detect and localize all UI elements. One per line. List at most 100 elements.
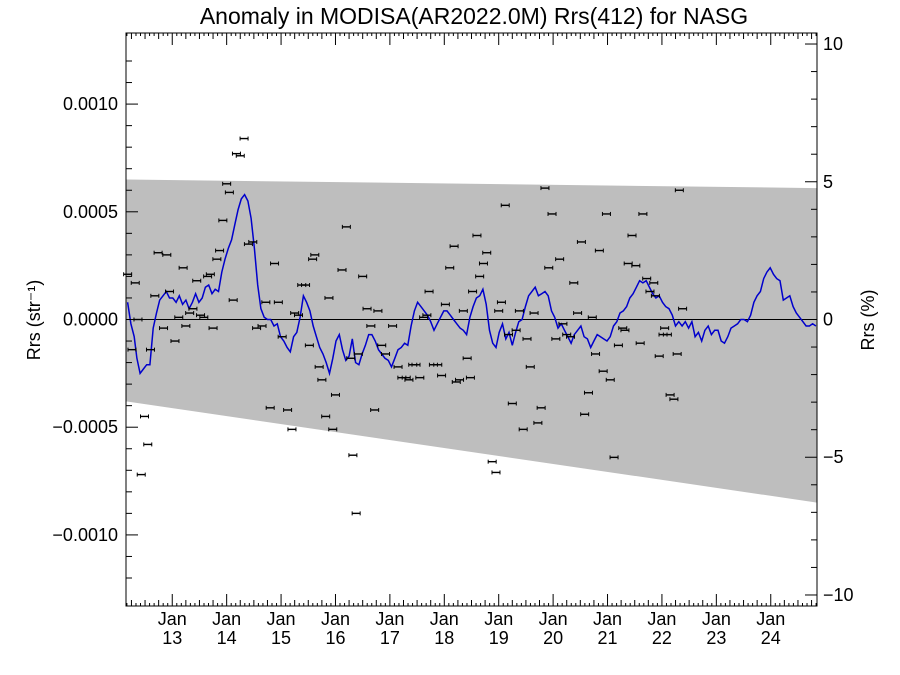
x-tick-label-month: Jan [158,609,187,629]
data-point [529,311,539,316]
data-point [482,250,492,255]
data-point [587,315,597,320]
data-point [618,326,628,331]
data-point [145,347,155,352]
x-tick-label-year: 15 [271,628,291,648]
x-tick-label-year: 17 [380,628,400,648]
data-point [591,351,601,356]
data-point [487,459,497,464]
data-point [308,257,318,262]
data-point [491,470,501,475]
x-tick-label-month: Jan [212,609,241,629]
y-right-tick-label: −10 [823,585,854,605]
y-left-tick-label: 0.0005 [63,202,118,222]
y-left-tick-label: −0.0005 [52,417,118,437]
data-point [449,244,459,249]
data-point [127,347,137,352]
data-point [650,293,660,298]
x-tick-label-year: 18 [434,628,454,648]
data-point [583,390,593,395]
data-point [569,280,579,285]
data-point [660,326,670,331]
x-tick-label-year: 14 [217,628,237,648]
data-point [496,300,506,305]
x-tick-label-month: Jan [375,609,404,629]
data-point [518,427,528,432]
data-point [558,321,568,326]
data-point [500,203,510,208]
data-point [143,442,153,447]
data-point [199,315,209,320]
data-point [551,336,561,341]
points-layer [123,136,688,516]
data-point [576,239,586,244]
data-point [522,336,532,341]
data-point [373,308,383,313]
data-point [415,375,425,380]
data-point [304,343,314,348]
data-point [533,420,543,425]
smoothed-series-line [126,193,817,377]
data-point [601,211,611,216]
data-point [218,218,228,223]
data-point [212,257,222,262]
data-point [192,278,202,283]
data-point [185,311,195,316]
data-point [674,188,684,193]
y-right-tick-label: 5 [823,172,833,192]
data-point [328,427,338,432]
data-point [273,300,283,305]
data-point [205,272,215,277]
data-point [248,239,258,244]
data-point [566,334,576,339]
x-tick-label-year: 22 [652,628,672,648]
data-point [580,412,590,417]
data-point [162,252,172,257]
data-point [196,313,206,318]
x-tick-label-month: Jan [484,609,513,629]
data-point [419,315,429,320]
data-point [494,308,504,313]
data-point [150,293,160,298]
x-tick-label-year: 16 [325,628,345,648]
y-left-tick-label: −0.0010 [52,525,118,545]
data-point [203,274,213,279]
data-point [540,186,550,191]
labels-layer: 0.0010 0.0005 0.0000 −0.0005 −0.0010 10 5 0 −5 −1… [52,34,853,648]
y-left-tick-label: 0.0000 [63,310,118,330]
data-point [404,377,414,382]
data-point [178,265,188,270]
data-point [393,364,403,369]
data-point [649,280,659,285]
data-point [665,392,675,397]
y-right-tick-label: 10 [823,34,843,54]
x-tick-label-year: 21 [598,628,618,648]
data-point [424,289,434,294]
data-point [330,392,340,397]
data-point [411,362,421,367]
data-point [631,263,641,268]
data-point [642,276,652,281]
data-point [235,153,245,158]
data-point [440,302,450,307]
data-point [243,242,253,247]
smoothed-line-layer [126,193,817,377]
data-point [270,261,280,266]
data-point [455,377,465,382]
data-point [458,308,468,313]
ticks-layer [126,33,817,606]
x-tick-label-month: Jan [593,609,622,629]
data-point [514,308,524,313]
data-point [511,328,521,333]
x-tick-label-month: Jan [756,609,785,629]
data-point [669,397,679,402]
data-point [645,289,655,294]
data-point [594,248,604,253]
x-tick-label-year: 19 [489,628,509,648]
data-point [353,351,363,356]
data-point [370,407,380,412]
uncertainty-band [126,179,817,503]
data-point [123,272,133,277]
data-point [293,313,303,318]
